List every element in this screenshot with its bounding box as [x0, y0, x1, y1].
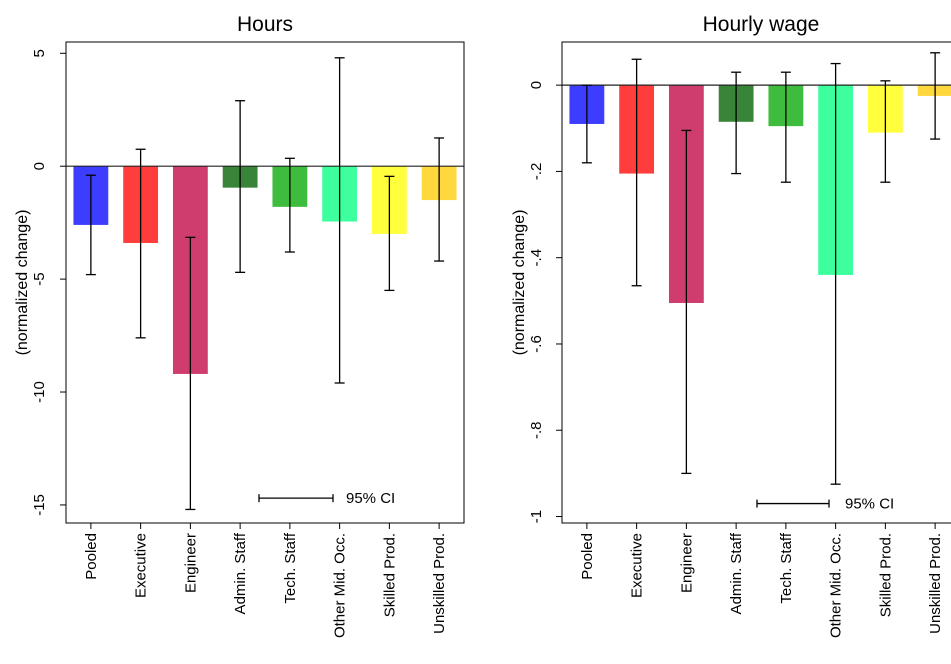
x-tick-label: Engineer: [182, 533, 199, 593]
plot-frame: [561, 41, 951, 524]
y-tick-label: -.4: [528, 249, 545, 267]
x-tick-label: Executive: [629, 533, 646, 598]
error-bar-4: [235, 100, 246, 273]
ci-legend: 95% CI: [258, 490, 395, 507]
x-tick-label: Skilled Prod.: [877, 533, 894, 617]
error-bar-2: [135, 148, 146, 339]
x-tick-label: Admin. Staff: [728, 532, 745, 614]
error-bar-3: [185, 236, 196, 511]
chart-panel-2: Hourly wage (normalized change) 0 -.2 -.4 -.6…: [511, 13, 951, 638]
y-tick-label: -.6: [528, 335, 545, 353]
error-bar-3: [681, 129, 692, 475]
y-tick-label: 0: [31, 162, 48, 170]
x-tick-label: Pooled: [83, 533, 100, 580]
x-tick-label: Tech. Staff: [282, 532, 299, 603]
x-tick-label: Executive: [133, 533, 150, 598]
y-tick-label: 5: [31, 49, 48, 57]
error-bar-7: [384, 175, 395, 292]
bar-8: [917, 85, 951, 96]
x-tick-label: Other Mid. Occ.: [332, 533, 349, 638]
error-bar-4: [731, 71, 742, 175]
error-bar-1: [581, 84, 592, 164]
ci-legend: 95% CI: [756, 496, 894, 513]
y-axis-label: (normalized change): [511, 210, 528, 356]
error-bar-1: [85, 174, 96, 276]
error-bar-6: [334, 57, 345, 384]
plot-frame: [65, 41, 465, 524]
chart-title: Hourly wage: [703, 13, 820, 36]
error-bar-8: [434, 137, 445, 262]
error-bar-5: [284, 157, 295, 253]
x-tick-label: Unskilled Prod.: [927, 533, 944, 634]
error-bar-5: [780, 71, 791, 183]
chart-title: Hours: [237, 13, 293, 36]
y-tick-label: -5: [31, 272, 48, 285]
error-bar-8: [930, 52, 941, 140]
y-tick-label: -.2: [528, 163, 545, 181]
ci-legend-label: 95% CI: [346, 490, 395, 507]
y-tick-label: 0: [528, 81, 545, 89]
error-bar-7: [880, 80, 891, 183]
y-tick-label: -1: [528, 510, 545, 523]
y-tick-label: -15: [31, 494, 48, 516]
error-bar-2: [631, 58, 642, 287]
x-tick-label: Tech. Staff: [778, 532, 795, 603]
y-tick-label: -.8: [528, 421, 545, 439]
x-tick-label: Other Mid. Occ.: [828, 533, 845, 638]
ci-legend-label: 95% CI: [845, 496, 894, 513]
error-bar-6: [830, 62, 841, 485]
chart-panel-1: Hours (normalized change) 5 0 -5 -10 -15 Pooled…: [14, 13, 465, 638]
x-tick-label: Skilled Prod.: [381, 533, 398, 617]
x-tick-label: Unskilled Prod.: [431, 533, 448, 634]
x-tick-label: Pooled: [579, 533, 596, 580]
y-axis-label: (normalized change): [14, 210, 31, 356]
x-tick-label: Admin. Staff: [232, 532, 249, 614]
y-tick-label: -10: [31, 381, 48, 403]
x-tick-label: Engineer: [678, 533, 695, 593]
